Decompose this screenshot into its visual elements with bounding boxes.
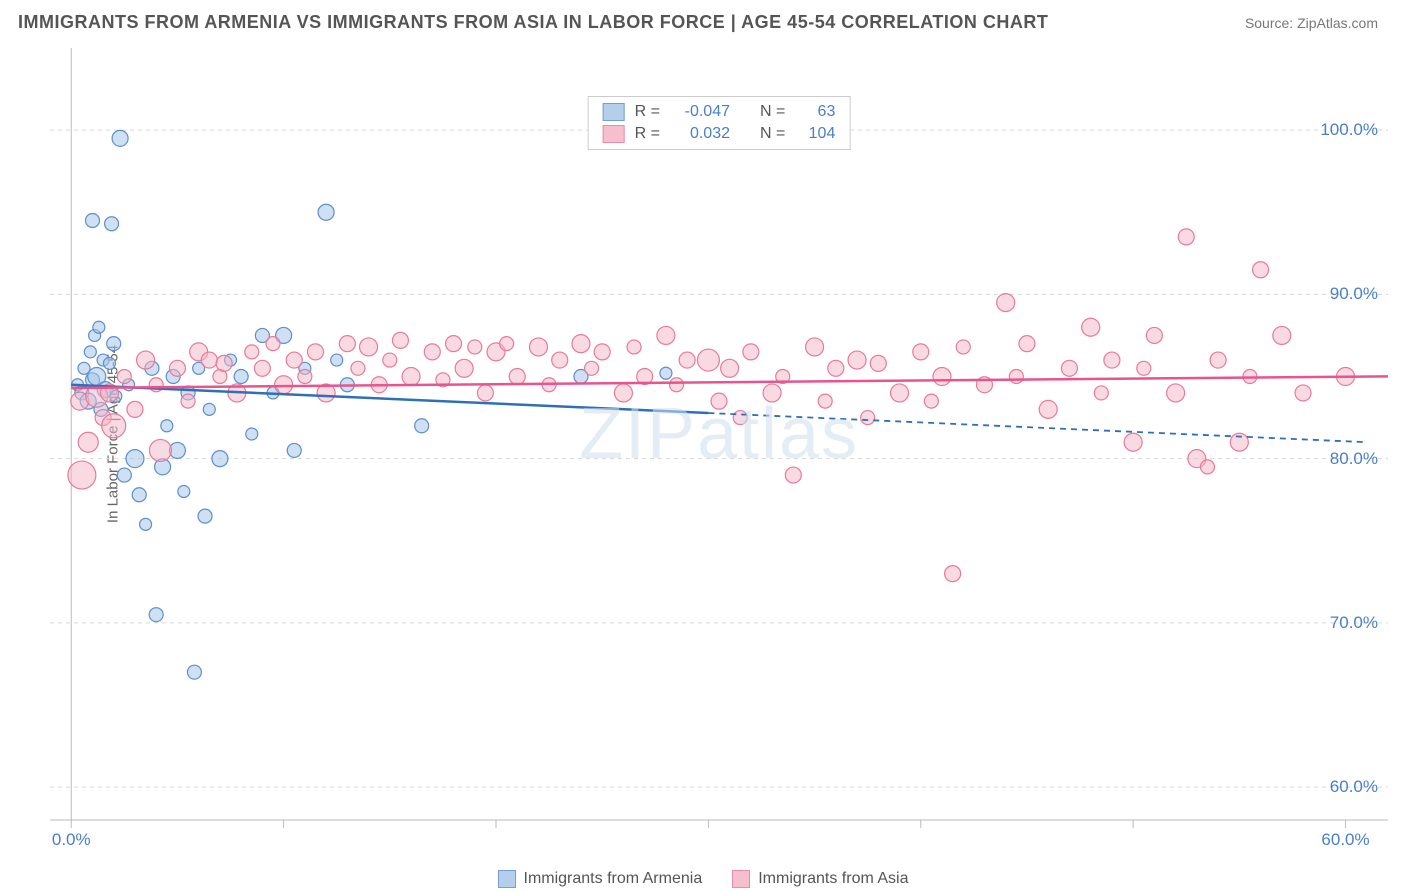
legend-swatch	[498, 870, 516, 888]
y-tick-label: 80.0%	[1330, 449, 1378, 469]
legend-swatch	[603, 125, 625, 143]
legend-label: Immigrants from Asia	[758, 870, 908, 888]
chart-title: IMMIGRANTS FROM ARMENIA VS IMMIGRANTS FR…	[18, 12, 1048, 33]
legend-swatch	[732, 870, 750, 888]
legend-item: Immigrants from Armenia	[498, 870, 703, 888]
legend-label: Immigrants from Armenia	[524, 870, 703, 888]
y-tick-label: 70.0%	[1330, 613, 1378, 633]
series-legend: Immigrants from Armenia Immigrants from A…	[0, 870, 1406, 888]
y-tick-label: 100.0%	[1320, 120, 1378, 140]
correlation-legend: R =-0.047N =63R =0.032N =104	[588, 96, 851, 150]
correlation-row: R =-0.047N =63	[603, 101, 836, 123]
legend-item: Immigrants from Asia	[732, 870, 908, 888]
y-tick-label: 60.0%	[1330, 777, 1378, 797]
x-tick-label: 0.0%	[52, 830, 91, 850]
source-attribution: Source: ZipAtlas.com	[1245, 15, 1378, 31]
x-tick-label: 60.0%	[1321, 830, 1369, 850]
y-tick-label: 90.0%	[1330, 284, 1378, 304]
correlation-row: R =0.032N =104	[603, 123, 836, 145]
scatter-plot	[50, 48, 1388, 820]
legend-swatch	[603, 103, 625, 121]
chart-container: In Labor Force | Age 45-54 ZIPatlas R =-…	[50, 48, 1388, 820]
